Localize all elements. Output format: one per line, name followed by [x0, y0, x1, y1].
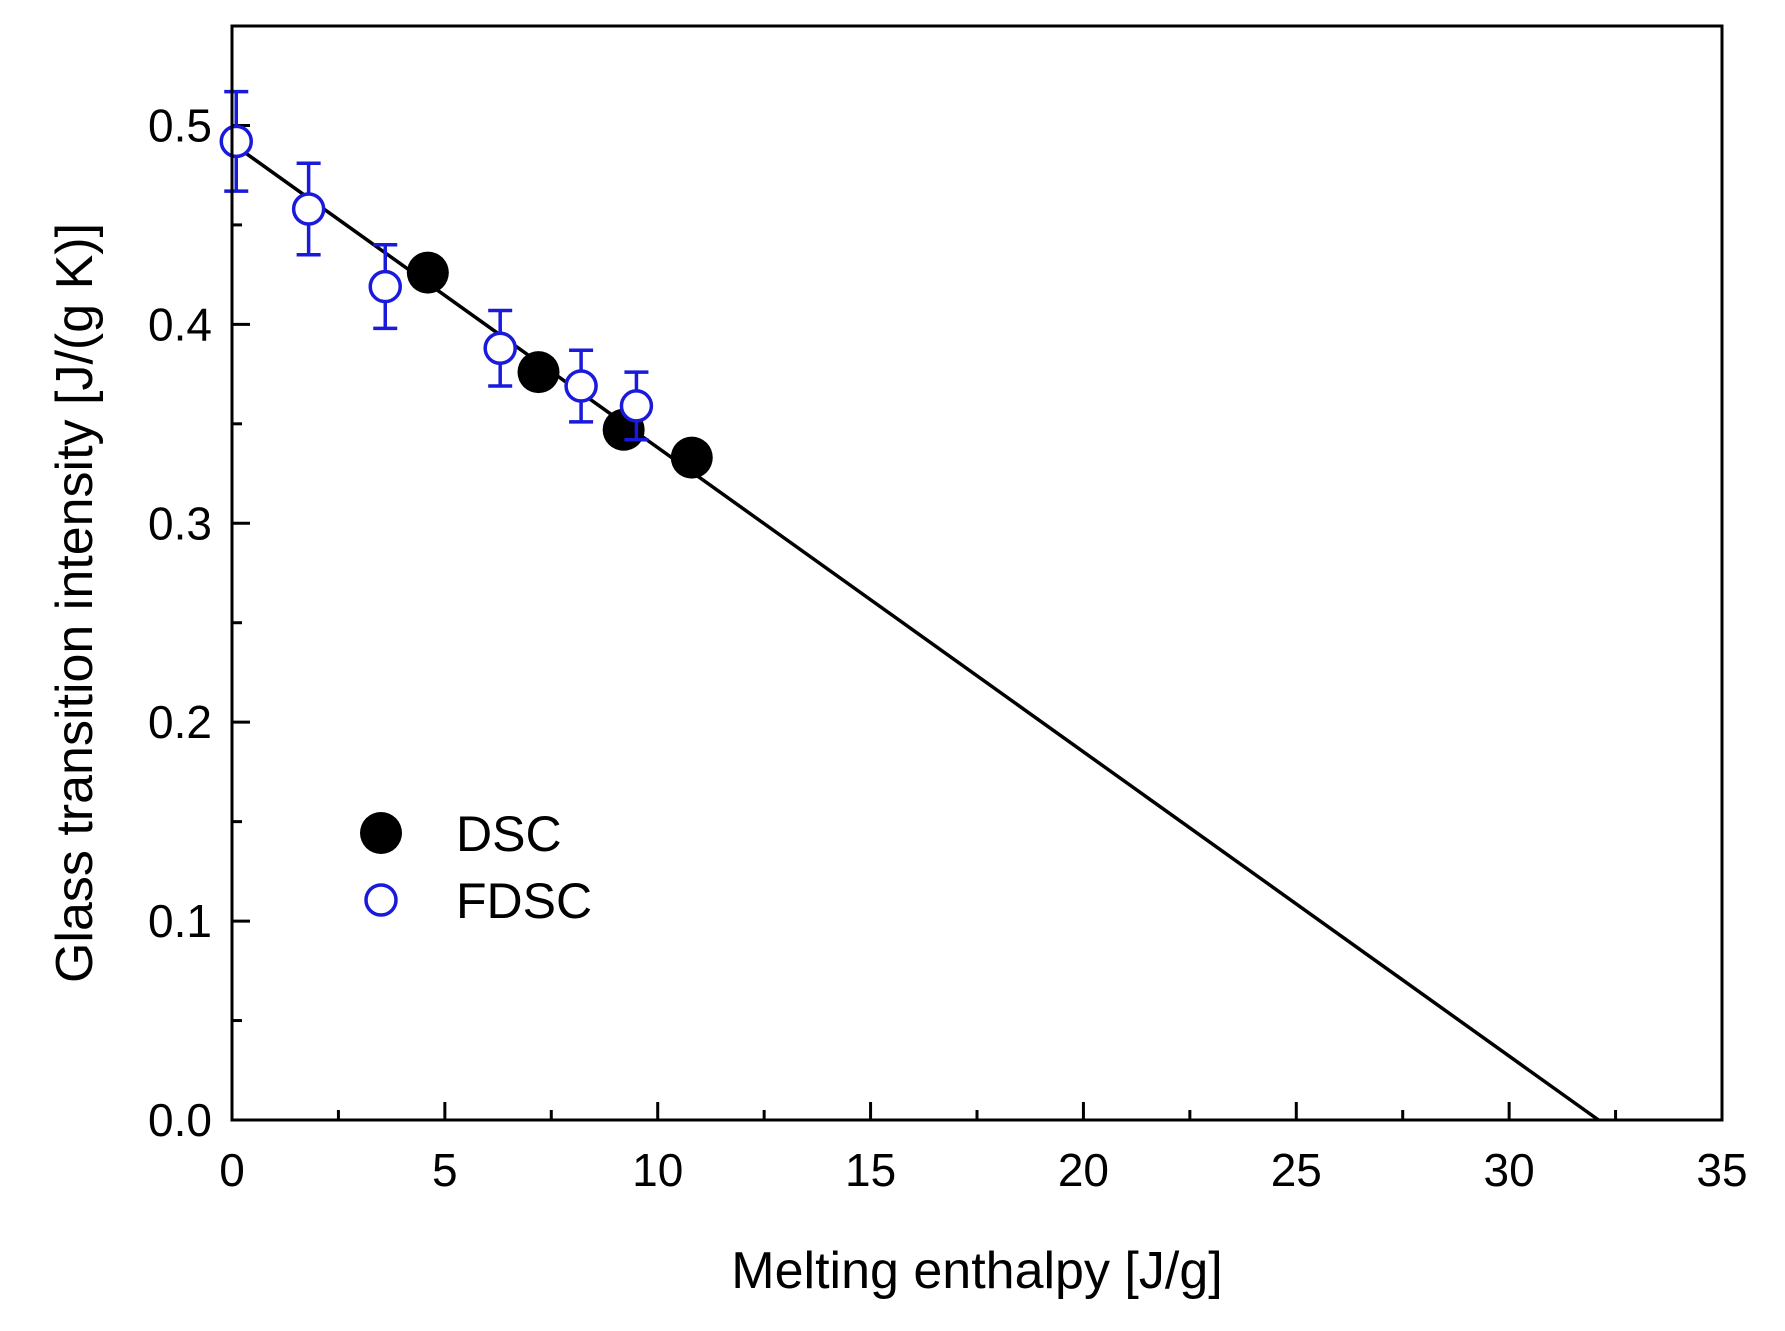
data-points-layer: [219, 89, 713, 479]
y-axis-title: Glass transition intensity [J/(g K)]: [46, 223, 104, 983]
x-tick-label: 5: [432, 1144, 458, 1196]
x-tick-label: 15: [845, 1144, 896, 1196]
y-tick-label: 0.0: [148, 1094, 212, 1146]
x-tick-label: 25: [1271, 1144, 1322, 1196]
dsc-point: [517, 351, 560, 394]
legend-fdsc-label: FDSC: [456, 873, 592, 929]
dsc-point: [406, 251, 449, 294]
fdsc-point: [483, 331, 517, 365]
x-tick-label: 0: [219, 1144, 245, 1196]
y-tick-label: 0.4: [148, 298, 212, 350]
fdsc-point: [291, 192, 326, 226]
x-axis-title: Melting enthalpy [J/g]: [731, 1242, 1222, 1300]
fdsc-point: [619, 389, 654, 423]
x-tick-label: 30: [1484, 1144, 1535, 1196]
ticks-layer: [230, 123, 1724, 1122]
legend-item-dsc: DSC: [360, 806, 562, 862]
fit-line: [230, 141, 1600, 1122]
legend-item-fdsc: FDSC: [364, 873, 592, 929]
y-tick-label: 0.2: [148, 696, 212, 748]
fdsc-point: [219, 124, 254, 159]
y-tick-label: 0.1: [148, 895, 212, 947]
x-tick-label: 35: [1696, 1144, 1747, 1196]
y-tick-label: 0.5: [148, 99, 212, 151]
y-tick-label: 0.3: [148, 497, 212, 549]
legend-dsc-marker: [360, 812, 402, 854]
fdsc-point: [564, 369, 598, 403]
legend-fdsc-marker: [364, 883, 398, 917]
legend-dsc-label: DSC: [456, 806, 562, 862]
tick-labels-layer: 0 5 10 15 20 25 30 35 0.0 0.1 0.2 0.3 0.4 0.5: [148, 99, 1748, 1196]
fit-line-layer: [230, 141, 1600, 1122]
fdsc-point: [368, 269, 403, 304]
x-tick-label: 10: [632, 1144, 683, 1196]
dsc-point: [670, 436, 713, 479]
plot-frame: [230, 24, 1724, 1122]
x-tick-label: 20: [1058, 1144, 1109, 1196]
legend: DSC FDSC: [360, 806, 592, 929]
